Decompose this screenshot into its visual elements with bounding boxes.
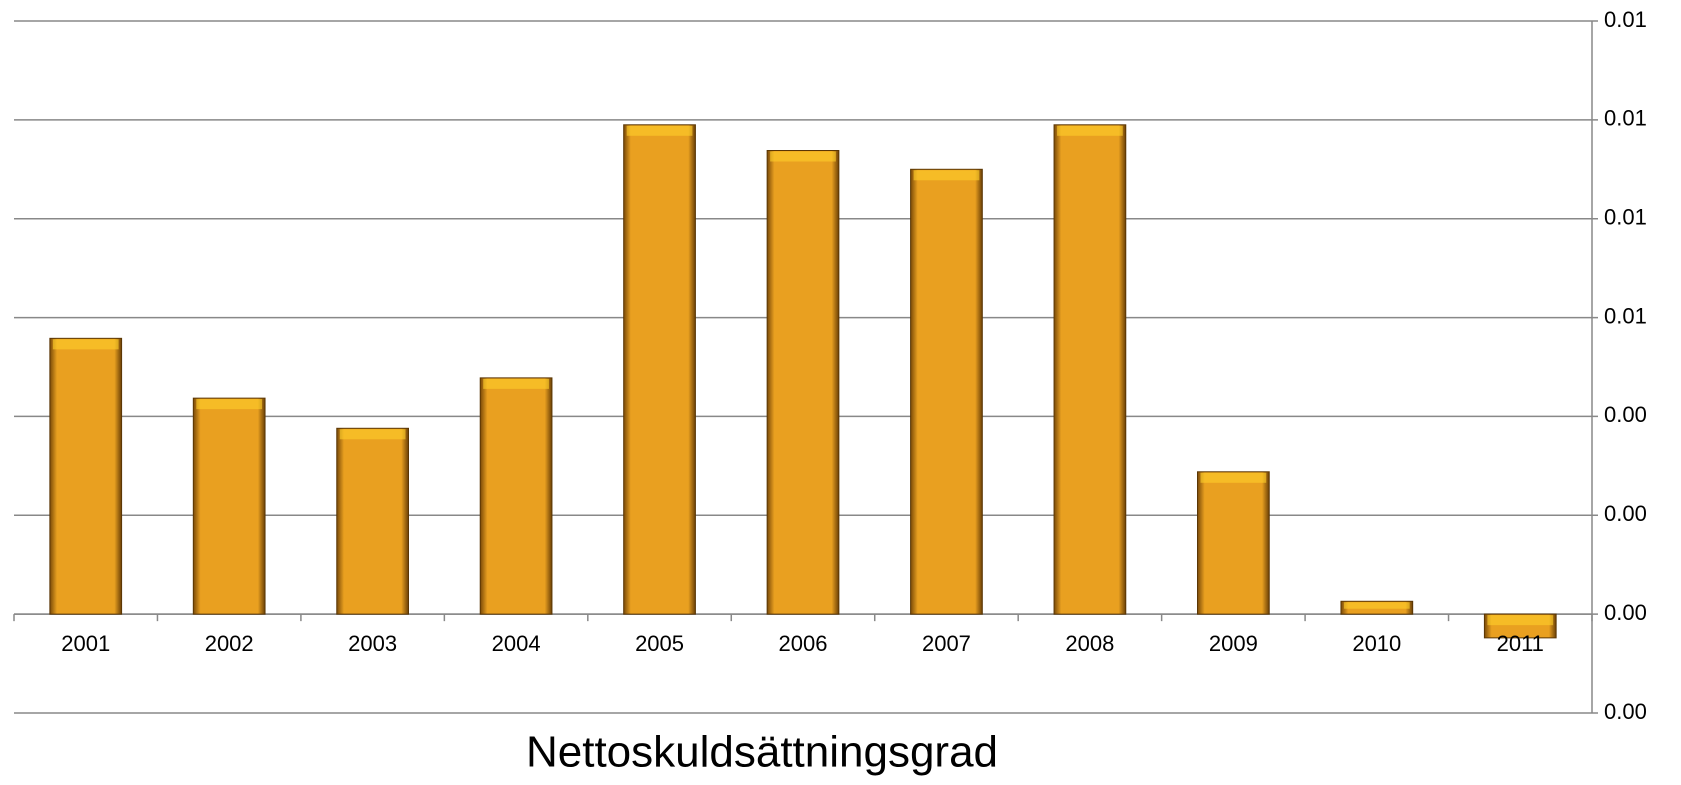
- bar: [766, 150, 840, 615]
- chart-title: Nettoskuldsättningsgrad: [526, 728, 998, 777]
- bar: [910, 168, 983, 615]
- y-tick-label: 0.00: [1604, 402, 1647, 427]
- x-tick-label: 2002: [205, 631, 254, 656]
- x-tick-label: 2001: [61, 631, 110, 656]
- y-tick-label: 0.01: [1604, 303, 1647, 328]
- bar: [1483, 613, 1557, 639]
- bar: [1197, 471, 1270, 615]
- bar: [1053, 124, 1127, 615]
- bar: [49, 337, 123, 615]
- bar: [192, 397, 266, 615]
- x-tick-label: 2007: [922, 631, 971, 656]
- x-tick-label: 2008: [1065, 631, 1114, 656]
- bar: [1340, 600, 1414, 615]
- x-tick-label: 2006: [779, 631, 828, 656]
- y-tick-label: 0.01: [1604, 106, 1647, 131]
- x-tick-label: 2003: [348, 631, 397, 656]
- y-tick-label: 0.01: [1604, 7, 1647, 32]
- y-tick-label: 0.00: [1604, 600, 1647, 625]
- bar: [336, 427, 410, 615]
- y-tick-label: 0.00: [1604, 501, 1647, 526]
- bar: [479, 377, 553, 615]
- x-tick-label: 2004: [492, 631, 541, 656]
- y-tick-label: 0.01: [1604, 205, 1647, 230]
- y-tick-label: 0.00: [1604, 699, 1647, 724]
- bar: [623, 124, 696, 615]
- x-tick-label: 2010: [1352, 631, 1401, 656]
- x-tick-label: 2009: [1209, 631, 1258, 656]
- x-tick-label: 2005: [635, 631, 684, 656]
- x-tick-label: 2011: [1497, 631, 1544, 656]
